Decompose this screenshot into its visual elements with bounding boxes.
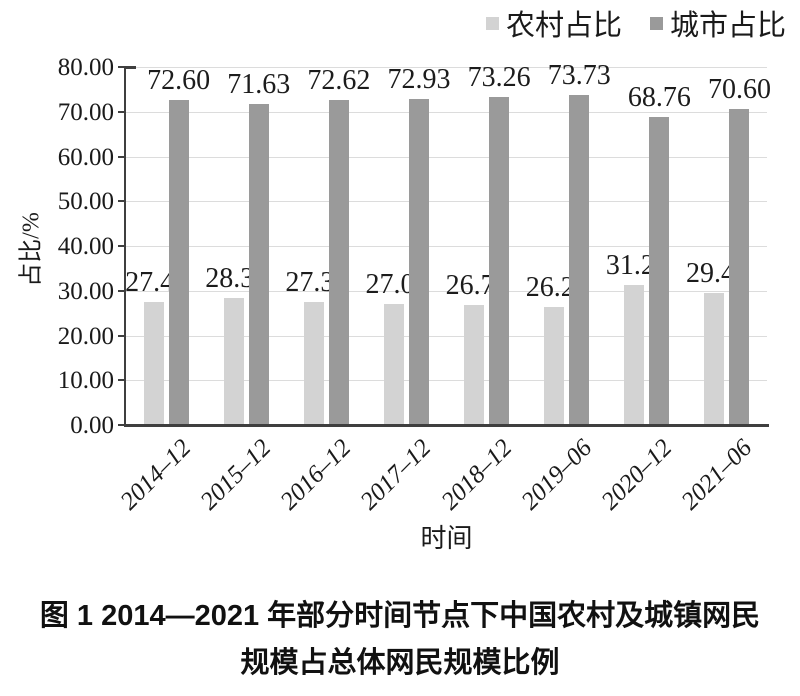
gridline: [126, 156, 767, 158]
bar-urban: [248, 104, 269, 425]
bar-value-label-urban: 68.76: [627, 82, 691, 114]
bar-urban: [408, 98, 429, 425]
bar-urban: [168, 100, 189, 425]
figure-caption: 图 1 2014—2021 年部分时间节点下中国农村及城镇网民 规模占总体网民规…: [0, 600, 800, 680]
legend-swatch-icon: [485, 17, 499, 30]
y-axis-tick: [118, 289, 125, 292]
y-axis-tick-label: 20.00: [57, 322, 114, 350]
bar-urban: [729, 109, 750, 425]
y-axis-tick-label: 30.00: [57, 277, 114, 305]
bar-value-label-urban: 70.60: [707, 74, 771, 106]
gridline: [126, 111, 767, 113]
bar-rural: [464, 305, 485, 425]
legend-swatch-icon: [649, 17, 663, 30]
x-axis-tick-label: 2016–12: [275, 434, 357, 516]
legend-item: 城市占比: [649, 10, 786, 42]
x-axis-tick-label: 2020–12: [596, 434, 678, 516]
x-axis-line: [124, 424, 769, 427]
chart-legend: 农村占比 城市占比: [485, 10, 786, 42]
y-axis-tick-label: 70.00: [57, 98, 114, 126]
x-axis-tick-label: 2021–06: [676, 434, 758, 516]
bar-value-label-urban: 73.73: [547, 60, 611, 92]
bar-urban: [569, 95, 590, 425]
gridline: [126, 380, 767, 382]
x-axis-tick-label: 2018–12: [435, 434, 517, 516]
bar-rural: [383, 303, 404, 425]
bar-value-label-urban: 72.62: [307, 65, 371, 97]
bar-value-label-urban: 72.93: [387, 63, 451, 95]
bar-value-label-urban: 71.63: [227, 69, 291, 101]
bar-urban: [649, 117, 670, 425]
bar-rural: [303, 302, 324, 425]
bar-rural: [544, 307, 565, 425]
y-axis-tick-label: 80.00: [57, 54, 114, 81]
bar-rural: [624, 285, 645, 425]
y-axis-tick-label: 0.00: [70, 412, 114, 439]
bar-rural: [223, 298, 244, 425]
x-axis-tick-label: 2015–12: [195, 434, 277, 516]
y-axis-tick-label: 60.00: [57, 143, 114, 171]
x-axis-tick-label: 2017–12: [355, 434, 437, 516]
y-axis-top-cap: [124, 66, 136, 69]
y-axis-tick: [118, 334, 125, 337]
y-axis-tick: [118, 155, 125, 158]
y-axis-tick: [118, 200, 125, 203]
bar-urban: [489, 97, 510, 425]
y-axis-tick-label: 40.00: [57, 233, 114, 260]
bar-value-label-urban: 73.26: [467, 62, 531, 94]
y-axis-tick: [118, 110, 125, 113]
y-axis-tick-label: 10.00: [57, 367, 114, 395]
bar-rural: [704, 293, 725, 425]
caption-line-1: 图 1 2014—2021 年部分时间节点下中国农村及城镇网民: [39, 600, 761, 632]
y-axis-tick: [118, 66, 125, 68]
bar-rural: [143, 302, 164, 425]
legend-label: 城市占比: [669, 10, 786, 42]
y-axis-tick: [118, 424, 125, 426]
x-axis-tick-label: 2019–06: [516, 434, 598, 516]
y-axis-tick-label: 50.00: [57, 188, 114, 216]
y-axis-tick: [118, 245, 125, 247]
bar-value-label-urban: 72.60: [147, 65, 211, 97]
chart-plot-area: 27.40 72.60 28.37 71.63 27.38 72.62 27.07 72.93…: [125, 62, 771, 425]
gridline: [126, 67, 767, 68]
gridline: [126, 335, 767, 337]
y-axis-tick: [118, 379, 125, 382]
caption-line-2: 规模占总体网民规模比例: [240, 646, 560, 679]
gridline: [126, 246, 767, 247]
legend-label: 农村占比: [505, 10, 622, 42]
x-axis-title: 时间: [420, 524, 473, 553]
bar-urban: [328, 100, 349, 425]
y-axis-line: [124, 67, 126, 427]
gridline: [126, 201, 767, 203]
gridline: [126, 290, 767, 292]
legend-item: 农村占比: [485, 10, 622, 42]
x-axis-tick-label: 2014–12: [115, 434, 197, 516]
